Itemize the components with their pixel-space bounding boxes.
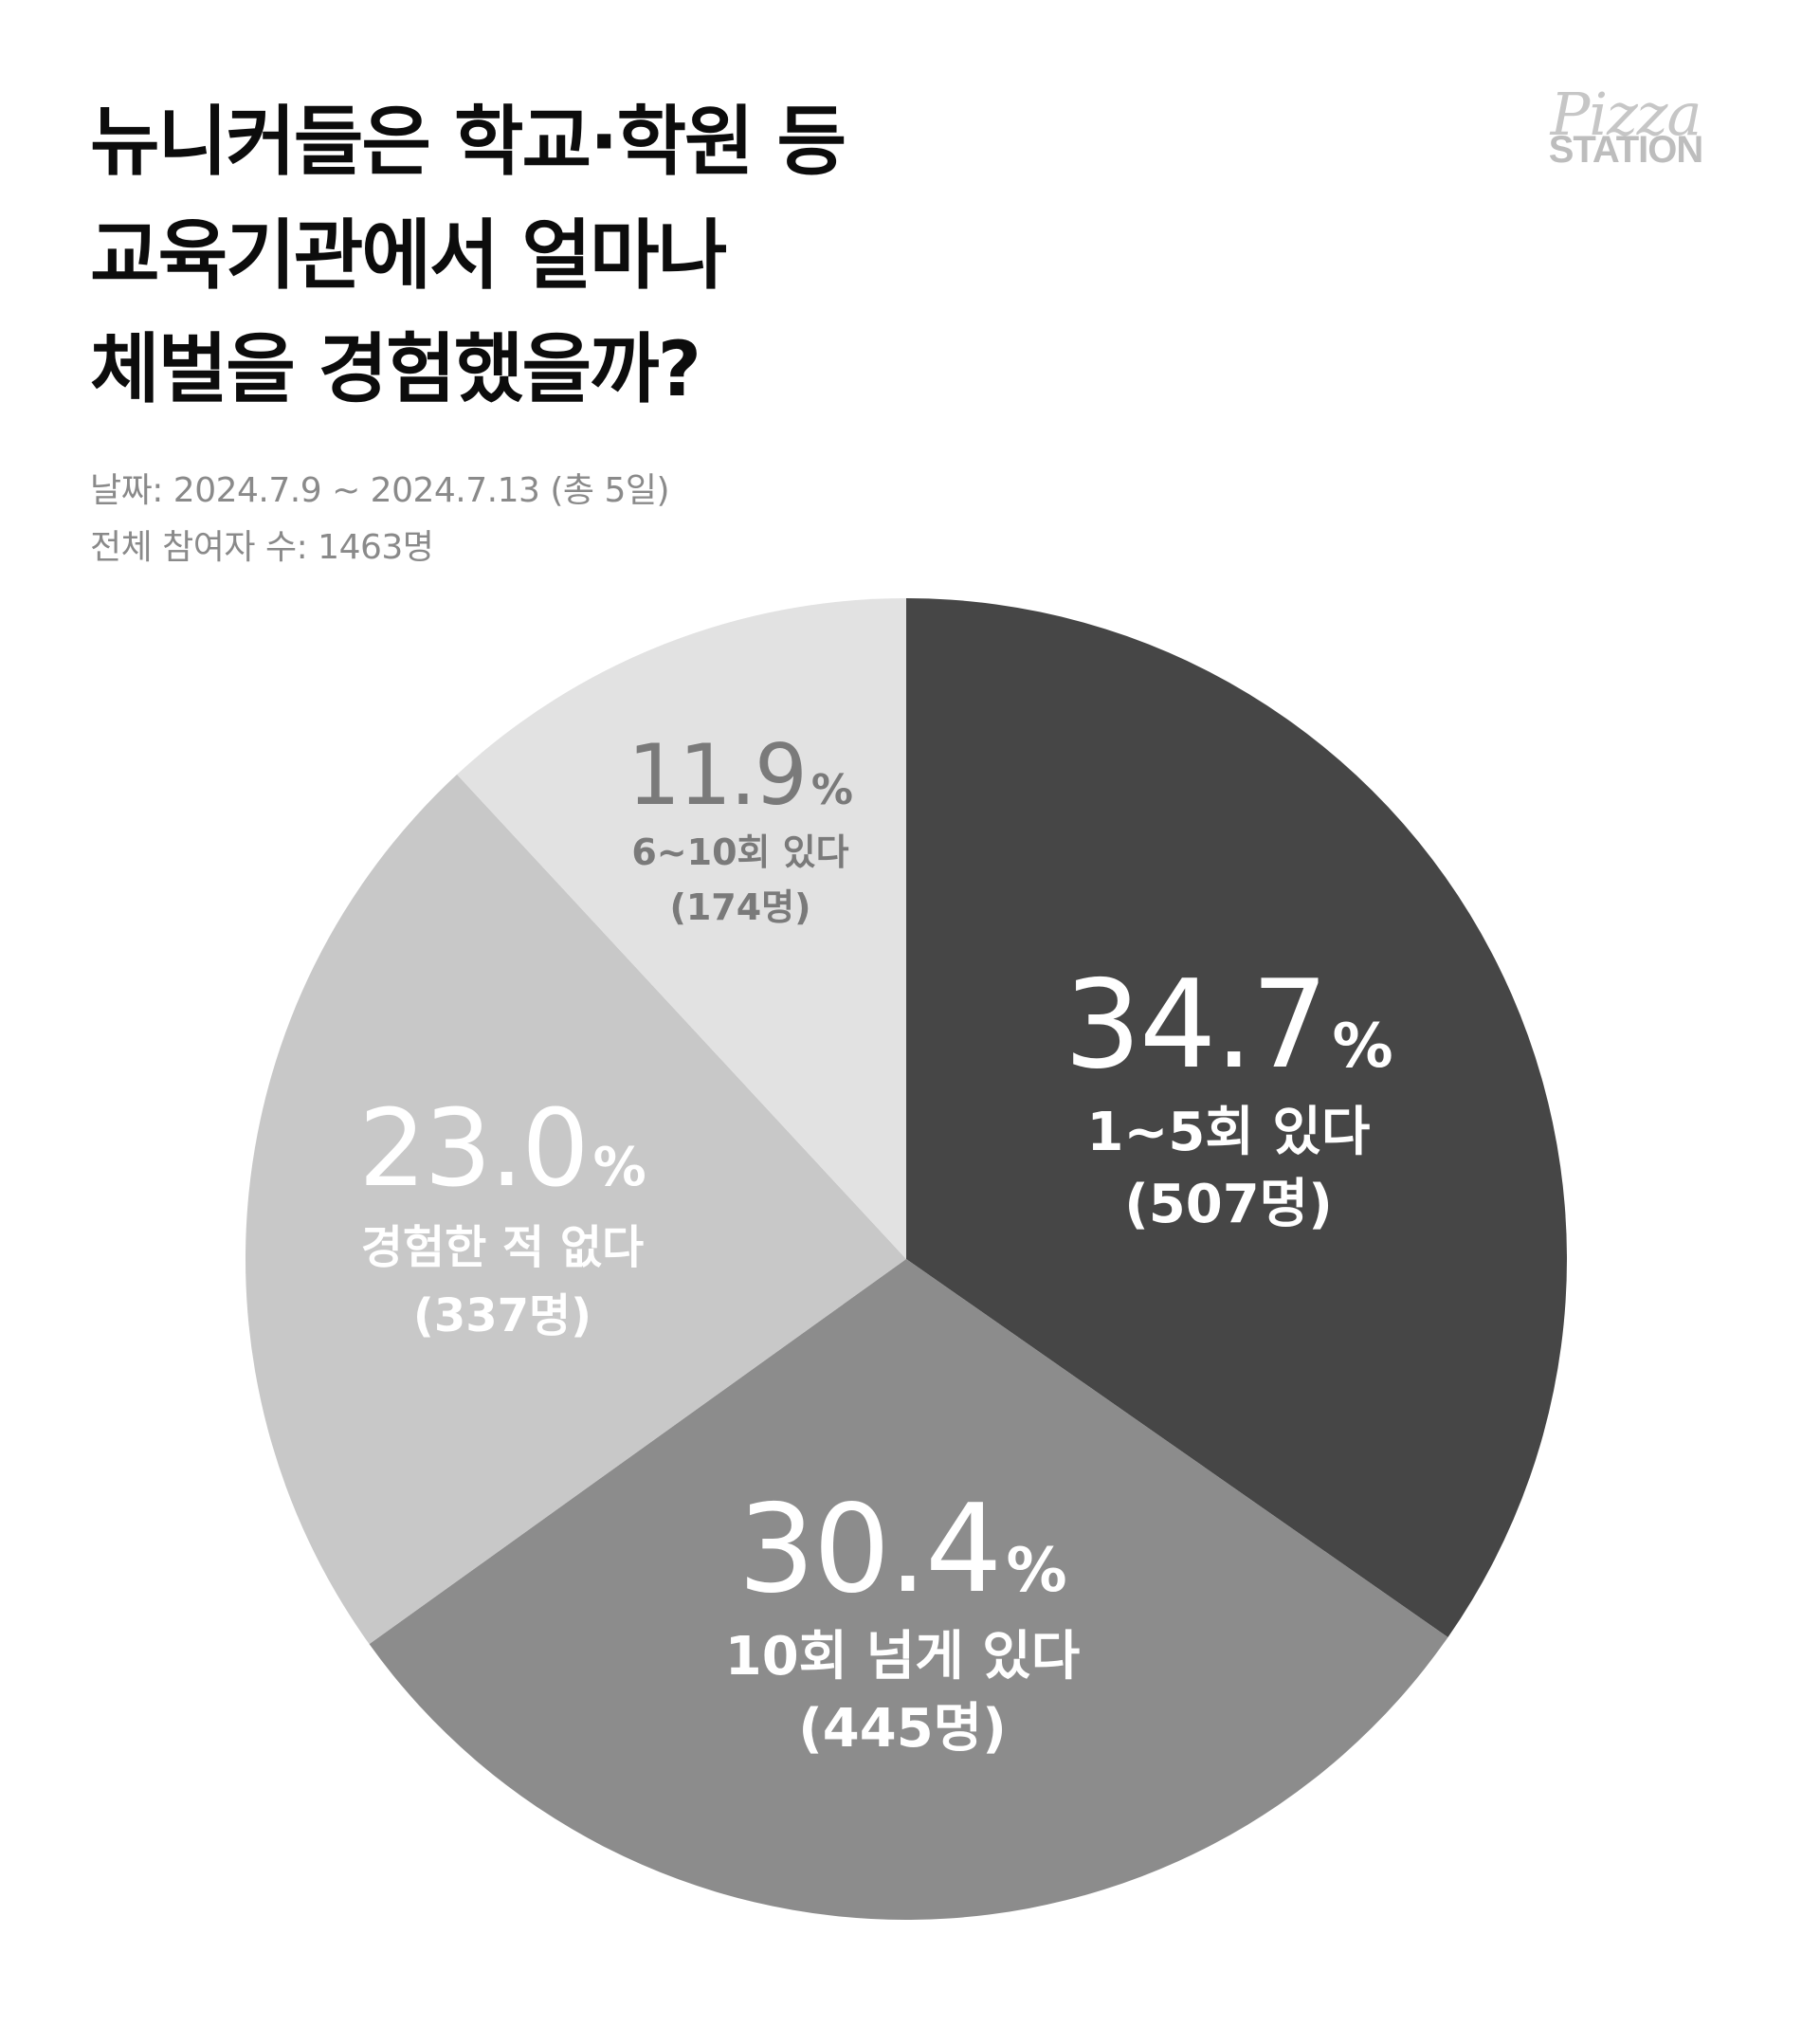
slice-category-label-4: 6~10회 있다 [631,831,848,873]
survey-date: 날짜: 2024.7.9 ~ 2024.7.13 (총 5일) [90,471,670,510]
slice-percent-label-1: 34.7% [1064,955,1392,1096]
logo-script-text: Pizza [1550,80,1702,149]
logo-wordmark: STATION [1548,129,1704,171]
slice-percent-label-2: 30.4% [737,1479,1066,1620]
slice-percent-label-3: 23.0% [358,1087,646,1211]
slice-category-label-2: 10회 넘게 있다 [725,1626,1081,1688]
pie-slice-2 [369,1259,1448,1921]
slice-count-label-4: (174명) [669,886,810,928]
title-line-3: 체벌을 경험했을까? [90,325,701,413]
chart-title: 뉴니커들은 학교·학원 등 교육기관에서 얼마나 체벌을 경험했을까? [90,85,1228,427]
title-line-1: 뉴니커들은 학교·학원 등 [90,98,846,186]
slice-category-label-1: 1~5회 있다 [1087,1102,1371,1163]
pie-slice-4 [457,598,906,1259]
slice-count-label-2: (445명) [798,1698,1007,1760]
pie-slice-1 [906,598,1568,1637]
survey-meta: 날짜: 2024.7.9 ~ 2024.7.13 (총 5일) 전체 참여자 수… [90,463,670,576]
slice-category-label-3: 경험한 적 없다 [361,1221,644,1274]
slice-count-label-3: (337명) [413,1289,592,1342]
participant-count: 전체 참여자 수: 1463명 [90,528,434,567]
pie-slice-3 [245,774,906,1645]
pie-slices [245,598,1568,1921]
brand-logo: Pizza STATION [1526,85,1725,180]
title-line-2: 교육기관에서 얼마나 [90,211,727,300]
pie-labels: 34.7%1~5회 있다 (507명) 30.4%10회 넘게 있다 (445명) 23… [358,726,1392,1760]
slice-percent-label-4: 11.9% [628,726,853,824]
slice-count-label-1: (507명) [1124,1174,1333,1235]
